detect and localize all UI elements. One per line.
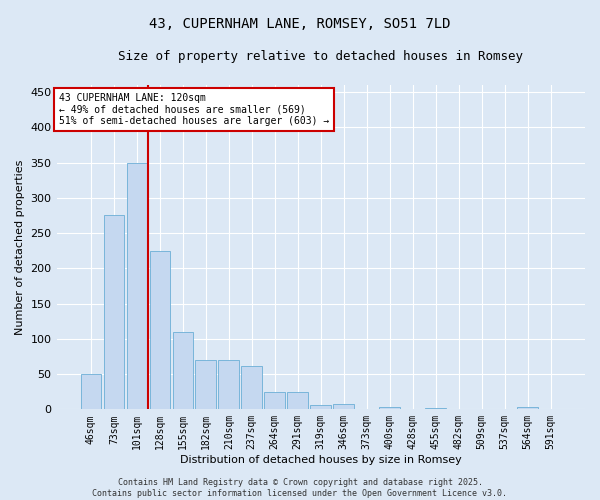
Title: Size of property relative to detached houses in Romsey: Size of property relative to detached ho…	[118, 50, 523, 63]
Y-axis label: Number of detached properties: Number of detached properties	[15, 160, 25, 335]
Bar	[127, 162, 147, 410]
Bar	[218, 360, 239, 410]
Bar	[173, 332, 193, 409]
Bar	[517, 407, 538, 410]
Text: Contains HM Land Registry data © Crown copyright and database right 2025.
Contai: Contains HM Land Registry data © Crown c…	[92, 478, 508, 498]
Bar	[196, 360, 216, 410]
Bar	[241, 366, 262, 410]
Bar	[80, 374, 101, 410]
Text: 43, CUPERNHAM LANE, ROMSEY, SO51 7LD: 43, CUPERNHAM LANE, ROMSEY, SO51 7LD	[149, 18, 451, 32]
Bar	[425, 408, 446, 410]
Bar	[334, 404, 354, 409]
Bar	[104, 216, 124, 410]
Bar	[265, 392, 285, 409]
Text: 43 CUPERNHAM LANE: 120sqm
← 49% of detached houses are smaller (569)
51% of semi: 43 CUPERNHAM LANE: 120sqm ← 49% of detac…	[59, 93, 329, 126]
Bar	[379, 407, 400, 410]
Bar	[287, 392, 308, 409]
X-axis label: Distribution of detached houses by size in Romsey: Distribution of detached houses by size …	[180, 455, 461, 465]
Bar	[149, 250, 170, 410]
Bar	[310, 405, 331, 409]
